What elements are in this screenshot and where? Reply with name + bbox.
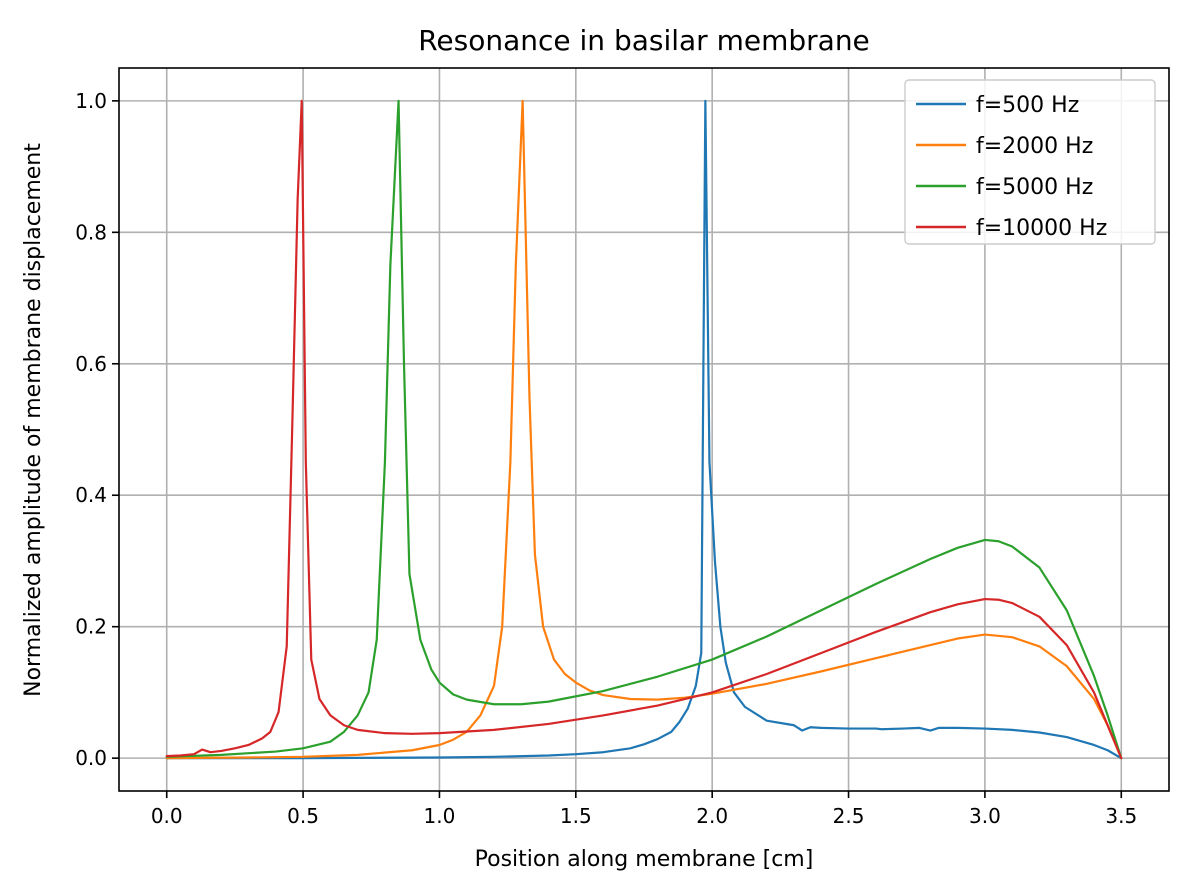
x-axis-label: Position along membrane [cm]: [475, 847, 814, 872]
chart-title: Resonance in basilar membrane: [418, 24, 870, 57]
y-axis-label: Normalized amplitude of membrane displac…: [21, 143, 46, 697]
x-tick-label: 0.5: [287, 804, 319, 828]
y-tick-label: 0.2: [75, 615, 107, 639]
legend: f=500 Hz f=2000 Hz f=5000 Hz f=10000 Hz: [904, 79, 1156, 245]
x-tick-label: 1.5: [560, 804, 592, 828]
x-tick-label: 2.0: [696, 804, 728, 828]
legend-box: [904, 79, 1156, 245]
legend-label-3: f=5000 Hz: [976, 175, 1093, 200]
series-line-2: [165, 99, 1123, 760]
x-tick-label: 3.0: [969, 804, 1001, 828]
x-tick-label: 0.0: [151, 804, 183, 828]
legend-label-2: f=2000 Hz: [976, 134, 1093, 159]
y-tick-label: 1.0: [75, 89, 107, 113]
x-tick-label: 1.0: [424, 804, 456, 828]
y-axis-ticks: 0.0 0.2 0.4 0.6 0.8 1.0: [75, 89, 119, 770]
y-tick-label: 0.0: [75, 746, 107, 770]
y-tick-label: 0.4: [75, 483, 107, 507]
series-lines: [165, 99, 1123, 760]
plot-area-frame: [118, 67, 1170, 792]
series-line-1: [165, 99, 1123, 760]
x-axis-ticks: 0.0 0.5 1.0 1.5 2.0 2.5 3.0 3.5: [151, 791, 1137, 828]
legend-label-4: f=10000 Hz: [976, 216, 1107, 241]
series-line-3: [165, 99, 1123, 760]
y-tick-label: 0.6: [75, 352, 107, 376]
series-line-4: [165, 99, 1123, 760]
y-tick-label: 0.8: [75, 220, 107, 244]
x-tick-label: 3.5: [1105, 804, 1137, 828]
legend-label-1: f=500 Hz: [976, 93, 1079, 118]
x-tick-label: 2.5: [833, 804, 865, 828]
